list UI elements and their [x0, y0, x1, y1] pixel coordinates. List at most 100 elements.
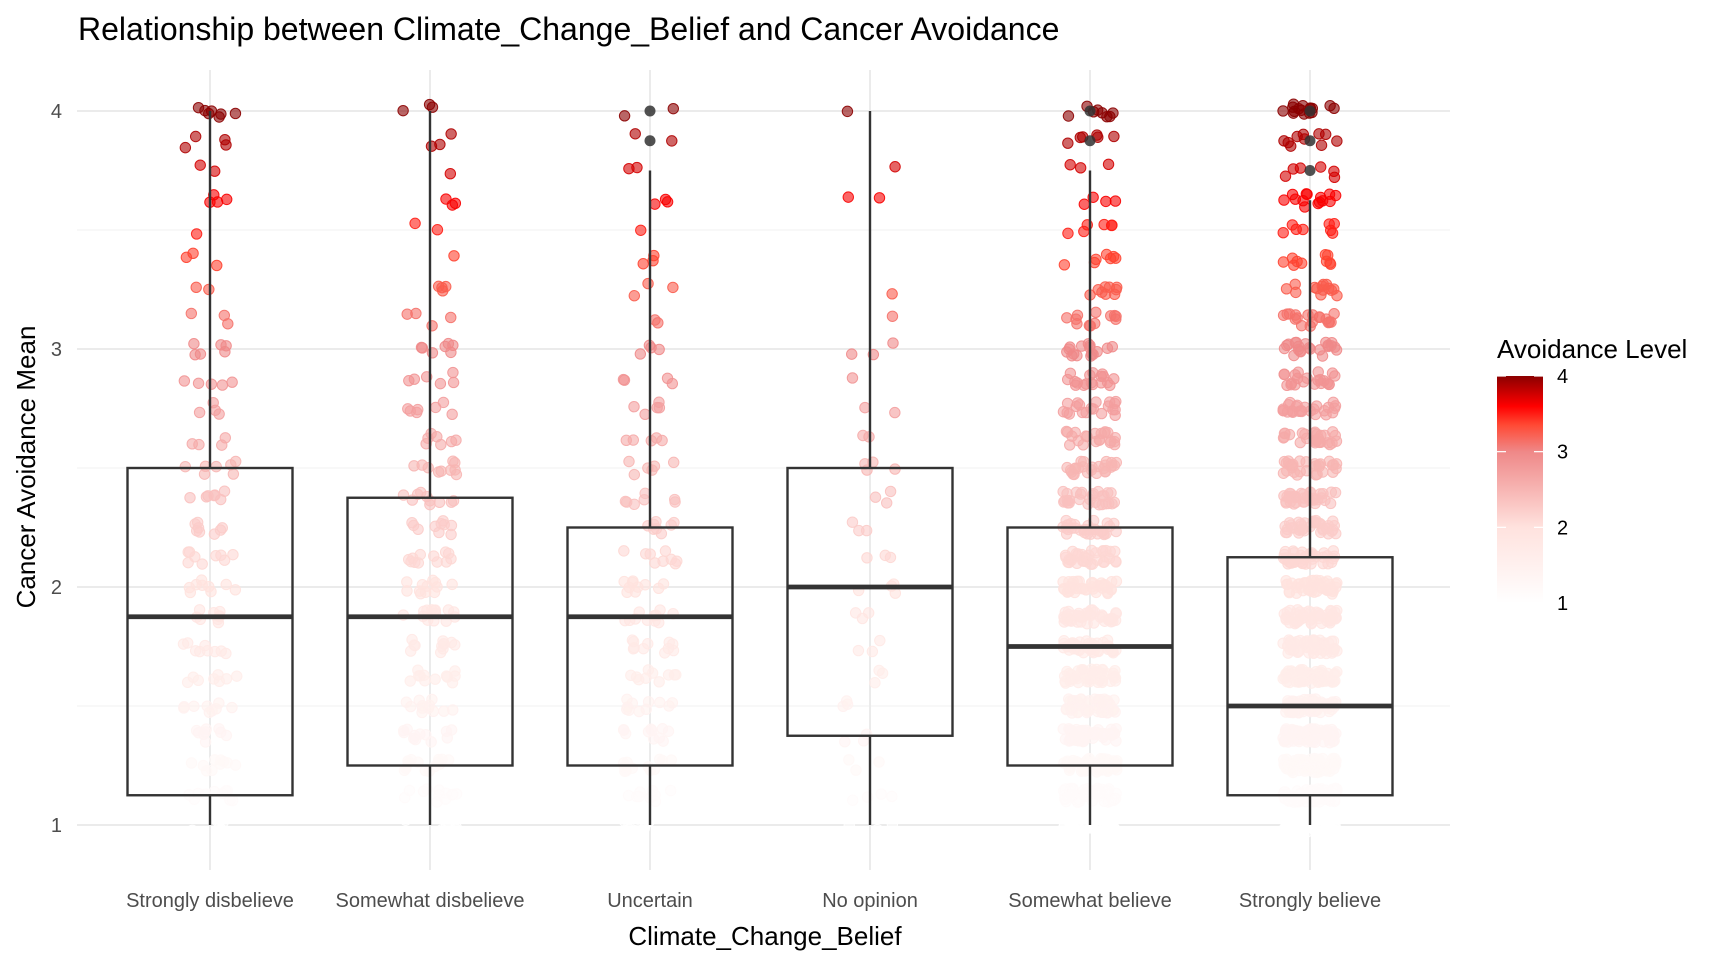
- data-point: [448, 250, 460, 262]
- data-point: [659, 545, 672, 557]
- data-point: [199, 639, 211, 652]
- data-point: [426, 347, 439, 359]
- data-point: [617, 723, 630, 736]
- data-point: [1329, 486, 1342, 499]
- data-point: [1062, 791, 1074, 803]
- data-point: [177, 638, 190, 650]
- boxplot-1: [346, 111, 514, 825]
- data-point: [642, 696, 655, 708]
- data-point: [184, 491, 196, 504]
- data-point: [1294, 664, 1306, 677]
- data-point: [861, 552, 873, 564]
- data-point: [187, 247, 199, 260]
- data-point: [639, 408, 651, 420]
- data-point: [1073, 399, 1086, 411]
- data-point: [654, 696, 666, 709]
- data-point: [220, 729, 233, 742]
- x-tick-label: Strongly believe: [1239, 890, 1381, 912]
- data-point: [869, 677, 881, 689]
- data-point: [1106, 705, 1118, 717]
- data-point: [1288, 644, 1300, 656]
- data-point: [1311, 812, 1324, 824]
- x-tick-label: Somewhat believe: [1008, 890, 1171, 912]
- data-point: [1297, 194, 1309, 207]
- data-point: [623, 455, 635, 468]
- data-point: [1075, 693, 1087, 705]
- data-point: [424, 498, 436, 511]
- data-point: [189, 130, 202, 143]
- data-point: [646, 790, 658, 802]
- x-tick-label: Somewhat disbelieve: [336, 890, 525, 912]
- boxplot-0: [126, 111, 294, 825]
- data-point: [850, 764, 862, 776]
- data-point: [662, 642, 675, 655]
- data-point: [1061, 312, 1073, 324]
- data-point: [634, 348, 647, 360]
- data-point: [446, 578, 458, 591]
- data-point: [205, 105, 218, 117]
- data-point: [1316, 350, 1329, 362]
- data-point: [184, 586, 197, 599]
- data-point: [1059, 549, 1072, 561]
- data-point: [1081, 466, 1094, 479]
- x-axis-ticks: Strongly disbelieve Somewhat disbelieve Un…: [126, 890, 1381, 912]
- data-point: [412, 403, 424, 416]
- data-point: [649, 314, 661, 326]
- data-point: [1060, 528, 1073, 540]
- data-point: [229, 455, 242, 468]
- data-point: [1290, 616, 1303, 628]
- data-point: [1061, 665, 1073, 678]
- data-point: [1278, 135, 1290, 147]
- data-point: [192, 101, 205, 114]
- data-point: [1058, 259, 1071, 271]
- data-point: [1099, 465, 1112, 478]
- data-point: [399, 814, 412, 826]
- data-point: [1106, 341, 1119, 353]
- data-point: [1105, 487, 1117, 499]
- data-point: [214, 758, 227, 770]
- data-point: [1311, 493, 1324, 506]
- data-point: [1277, 309, 1290, 321]
- data-point: [445, 519, 458, 532]
- data-point: [188, 338, 200, 350]
- data-point: [416, 342, 429, 354]
- data-point: [886, 790, 898, 803]
- boxplot-3: [786, 111, 954, 825]
- data-point: [1323, 737, 1336, 749]
- data-point: [1316, 195, 1329, 207]
- data-point: [210, 460, 222, 473]
- data-point: [214, 524, 227, 536]
- data-point: [633, 674, 645, 686]
- data-point: [1064, 614, 1076, 627]
- data-point: [1326, 227, 1339, 239]
- data-point: [445, 346, 457, 359]
- data-point: [1106, 729, 1118, 741]
- data-point: [843, 754, 855, 766]
- data-point: [1310, 400, 1323, 412]
- data-point: [649, 198, 661, 210]
- data-point: [1289, 379, 1301, 391]
- data-point: [1294, 436, 1306, 449]
- data-point: [1314, 161, 1327, 173]
- data-point: [1288, 824, 1300, 836]
- data-point: [642, 277, 654, 290]
- boxplot-2: [566, 105, 734, 825]
- data-point: [1105, 675, 1117, 687]
- legend-tick-label: 2: [1557, 517, 1568, 539]
- data-point: [402, 826, 415, 838]
- data-point: [656, 723, 669, 735]
- data-point: [447, 376, 460, 389]
- data-point: [659, 193, 672, 206]
- data-point: [841, 105, 854, 118]
- data-point: [886, 818, 899, 830]
- data-point: [425, 736, 437, 748]
- data-point: [213, 723, 225, 735]
- data-point: [859, 401, 871, 414]
- legend-tick-label: 1: [1557, 593, 1568, 615]
- data-point: [226, 701, 238, 714]
- data-point: [1329, 341, 1341, 353]
- data-point: [449, 464, 461, 476]
- outlier-point: [1084, 135, 1096, 147]
- data-point: [405, 700, 417, 713]
